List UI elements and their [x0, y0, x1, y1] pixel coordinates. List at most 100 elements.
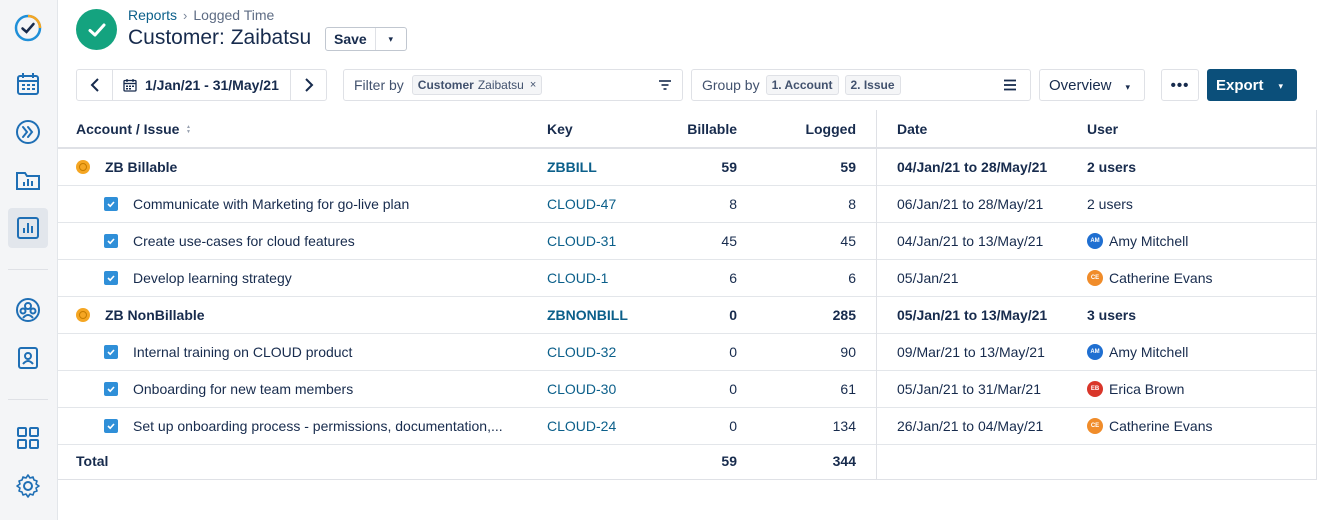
- total-billable: 59: [721, 453, 737, 469]
- task-type-icon: [104, 419, 118, 433]
- user-name[interactable]: Catherine Evans: [1109, 418, 1213, 434]
- user-name[interactable]: Erica Brown: [1109, 381, 1185, 397]
- teams-icon[interactable]: [8, 290, 48, 330]
- issue-key-link[interactable]: CLOUD-24: [547, 418, 617, 434]
- logged-hours: 90: [840, 344, 856, 360]
- export-label: Export: [1216, 76, 1264, 94]
- avatar: EB: [1087, 381, 1103, 397]
- settings-gear-icon[interactable]: [8, 466, 48, 506]
- more-actions-button[interactable]: •••: [1161, 69, 1199, 101]
- date-range: 05/Jan/21: [897, 270, 959, 286]
- column-header-key[interactable]: Key: [547, 120, 573, 137]
- app-logo-icon[interactable]: [8, 8, 48, 48]
- breadcrumb-separator: ›: [183, 7, 188, 23]
- sidebar: [0, 0, 58, 520]
- user-name: 2 users: [1087, 196, 1133, 212]
- breadcrumb-reports-link[interactable]: Reports: [128, 7, 178, 23]
- user-cell: EB Erica Brown: [1087, 371, 1184, 407]
- filter-chip-customer[interactable]: Customer Zaibatsu ×: [411, 75, 543, 95]
- column-header-logged[interactable]: Logged: [805, 120, 856, 137]
- chevron-right-icon: [304, 78, 313, 92]
- date-range: 06/Jan/21 to 28/May/21: [897, 196, 1044, 212]
- user-cell: CE Catherine Evans: [1087, 260, 1213, 296]
- issue-row[interactable]: Onboarding for new team members CLOUD-30 0…: [58, 371, 1317, 408]
- issue-row[interactable]: Set up onboarding process - permissions,…: [58, 408, 1317, 445]
- issue-summary: Create use-cases for cloud features: [133, 233, 355, 249]
- account-group-row[interactable]: ZB Billable ZBBILL 59 59 04/Jan/21 to 28/May…: [58, 149, 1317, 186]
- issue-key-link[interactable]: CLOUD-32: [547, 344, 617, 360]
- user-cell: 2 users: [1087, 149, 1136, 185]
- folder-chart-icon[interactable]: [8, 160, 48, 200]
- issue-key-link[interactable]: CLOUD-31: [547, 233, 617, 249]
- user-cell: 3 users: [1087, 297, 1136, 333]
- filter-chip-value: Zaibatsu: [477, 78, 524, 92]
- issue-cell: Create use-cases for cloud features: [76, 223, 355, 259]
- filter-bar[interactable]: Filter by Customer Zaibatsu ×: [343, 69, 683, 101]
- user-name[interactable]: Amy Mitchell: [1109, 344, 1189, 360]
- next-period-button[interactable]: [290, 70, 326, 100]
- issue-key-link[interactable]: ZBNONBILL: [547, 307, 628, 323]
- date-range: 26/Jan/21 to 04/May/21: [897, 418, 1044, 434]
- breadcrumb-current: Logged Time: [193, 7, 275, 23]
- billable-hours: 45: [721, 233, 737, 249]
- billable-hours: 0: [729, 381, 737, 397]
- user-card-icon[interactable]: [8, 338, 48, 378]
- total-logged: 344: [832, 453, 856, 469]
- column-divider: [876, 110, 877, 480]
- issue-key-link[interactable]: CLOUD-1: [547, 270, 609, 286]
- avatar: CE: [1087, 270, 1103, 286]
- issue-cell: Communicate with Marketing for go-live p…: [76, 186, 409, 222]
- account-icon: [76, 160, 90, 174]
- issue-key-link[interactable]: CLOUD-47: [547, 196, 617, 212]
- date-range-field[interactable]: 1/Jan/21 - 31/May/21: [113, 77, 290, 93]
- calendar-icon[interactable]: [8, 64, 48, 104]
- column-header-issue[interactable]: Account / Issue ▲▼: [76, 110, 191, 147]
- issue-cell: Onboarding for new team members: [76, 371, 353, 407]
- user-cell: 2 users: [1087, 186, 1133, 222]
- chevron-left-icon: [90, 78, 99, 92]
- save-options-dropdown[interactable]: ▾: [374, 28, 406, 50]
- filter-label: Filter by: [354, 77, 404, 93]
- group-chip-account[interactable]: 1. Account: [765, 75, 839, 95]
- view-selector-dropdown[interactable]: Overview ▾: [1039, 69, 1145, 101]
- group-chip-issue[interactable]: 2. Issue: [844, 75, 901, 95]
- issue-row[interactable]: Develop learning strategy CLOUD-1 6 6 05/Jan…: [58, 260, 1317, 297]
- issue-cell: Internal training on CLOUD product: [76, 334, 352, 370]
- export-button[interactable]: Export ▾: [1207, 69, 1297, 101]
- issue-summary: Set up onboarding process - permissions,…: [133, 418, 503, 434]
- group-by-bar[interactable]: Group by 1. Account 2. Issue: [691, 69, 1031, 101]
- save-button[interactable]: Save: [334, 31, 367, 47]
- column-header-user[interactable]: User: [1087, 120, 1119, 137]
- avatar: AM: [1087, 233, 1103, 249]
- issue-cell: Set up onboarding process - permissions,…: [76, 408, 503, 444]
- date-range: 04/Jan/21 to 28/May/21: [897, 159, 1048, 175]
- issue-row[interactable]: Internal training on CLOUD product CLOUD-…: [58, 334, 1317, 371]
- issue-row[interactable]: Create use-cases for cloud features CLOUD…: [58, 223, 1317, 260]
- apps-grid-icon[interactable]: [8, 418, 48, 458]
- column-header-date[interactable]: Date: [897, 120, 928, 137]
- sort-icon[interactable]: ▲▼: [185, 123, 192, 134]
- task-type-icon: [104, 345, 118, 359]
- planner-icon[interactable]: [8, 112, 48, 152]
- previous-period-button[interactable]: [77, 70, 113, 100]
- issue-row[interactable]: Communicate with Marketing for go-live p…: [58, 186, 1317, 223]
- list-menu-icon[interactable]: [1003, 79, 1017, 91]
- user-name[interactable]: Catherine Evans: [1109, 270, 1213, 286]
- task-type-icon: [104, 234, 118, 248]
- column-header-billable[interactable]: Billable: [687, 120, 737, 137]
- date-range-picker: 1/Jan/21 - 31/May/21: [76, 69, 327, 101]
- billable-hours: 0: [729, 344, 737, 360]
- issue-summary: ZB Billable: [105, 159, 178, 175]
- logged-hours: 8: [848, 196, 856, 212]
- account-group-row[interactable]: ZB NonBillable ZBNONBILL 0 285 05/Jan/21 to …: [58, 297, 1317, 334]
- date-range-value: 1/Jan/21 - 31/May/21: [145, 77, 279, 93]
- issue-key-link[interactable]: CLOUD-30: [547, 381, 617, 397]
- issue-key-link[interactable]: ZBBILL: [547, 159, 597, 175]
- remove-filter-icon[interactable]: ×: [529, 79, 537, 91]
- report-status-check-icon: [76, 9, 117, 50]
- filter-icon[interactable]: [658, 78, 672, 92]
- issue-summary: Internal training on CLOUD product: [133, 344, 353, 360]
- user-name[interactable]: Amy Mitchell: [1109, 233, 1189, 249]
- breadcrumb: Reports › Logged Time: [128, 7, 274, 23]
- reports-icon[interactable]: [8, 208, 48, 248]
